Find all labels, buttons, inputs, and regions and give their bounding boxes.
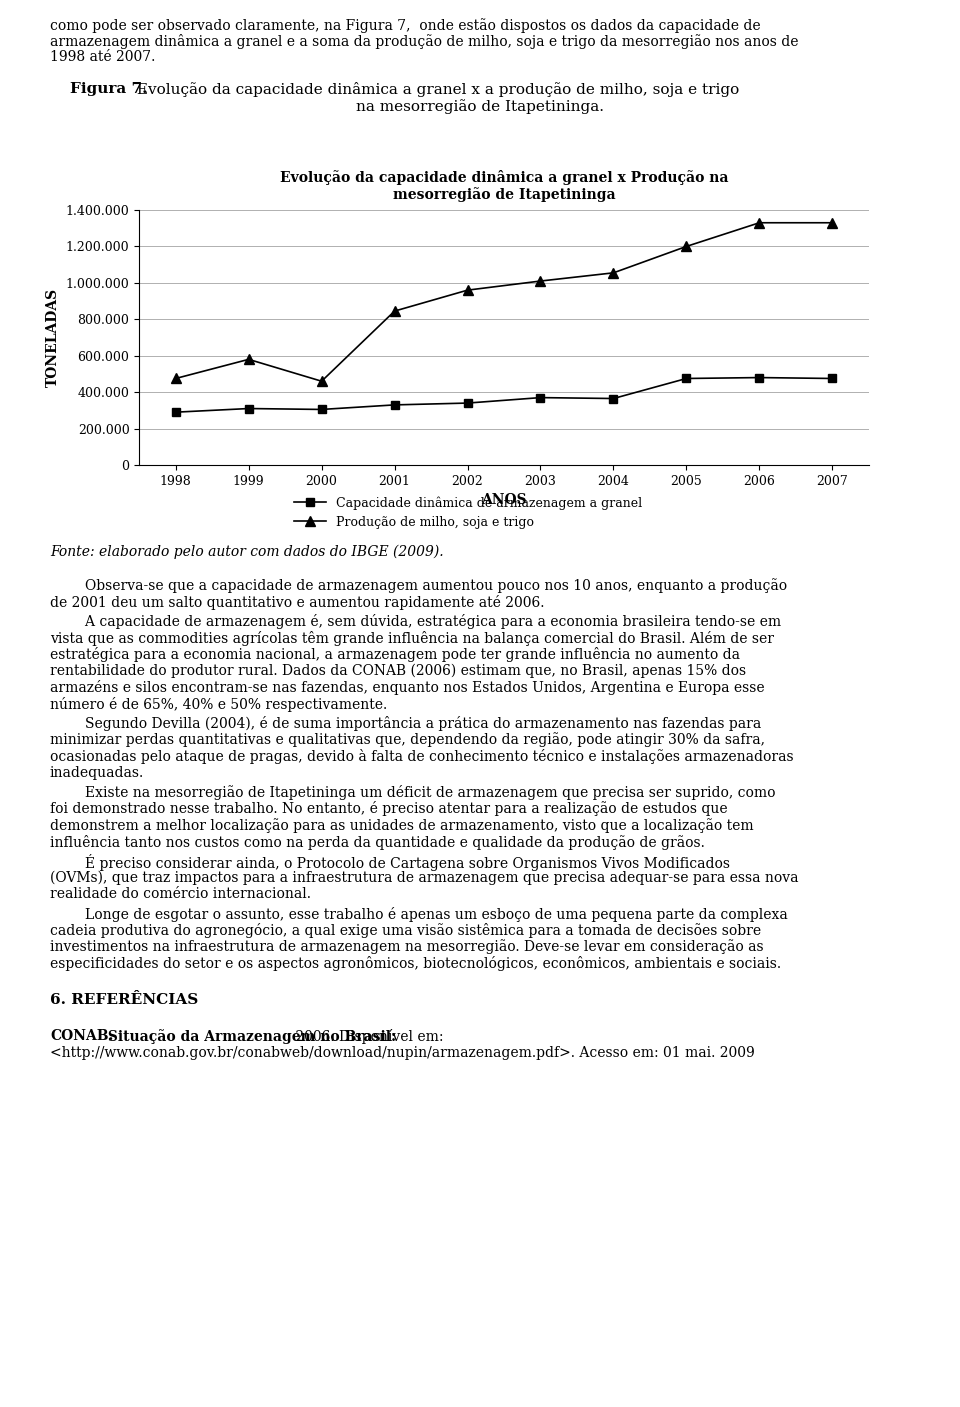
Text: Segundo Devilla (2004), é de suma importância a prática do armazenamento nas faz: Segundo Devilla (2004), é de suma import… [50, 716, 761, 732]
Text: <http://www.conab.gov.br/conabweb/download/nupin/armazenagem.pdf>. Acesso em: 01: <http://www.conab.gov.br/conabweb/downlo… [50, 1045, 755, 1059]
Text: na mesorregião de Itapetininga.: na mesorregião de Itapetininga. [356, 98, 604, 114]
Text: rentabilidade do produtor rural. Dados da CONAB (2006) estimam que, no Brasil, a: rentabilidade do produtor rural. Dados d… [50, 664, 746, 678]
Text: inadequadas.: inadequadas. [50, 765, 144, 779]
Text: estratégica para a economia nacional, a armazenagem pode ter grande influência n: estratégica para a economia nacional, a … [50, 647, 740, 663]
Text: número é de 65%, 40% e 50% respectivamente.: número é de 65%, 40% e 50% respectivamen… [50, 696, 387, 712]
Text: Evolução da capacidade dinâmica a granel x a produção de milho, soja e trigo: Evolução da capacidade dinâmica a granel… [132, 82, 739, 97]
Text: Fonte: elaborado pelo autor com dados do IBGE (2009).: Fonte: elaborado pelo autor com dados do… [50, 545, 444, 560]
Text: 2006. Disponível em:: 2006. Disponível em: [291, 1030, 444, 1044]
Legend: Capacidade dinâmica de armazenagem a granel, Produção de milho, soja e trigo: Capacidade dinâmica de armazenagem a gra… [295, 497, 641, 529]
Y-axis label: TONELADAS: TONELADAS [46, 288, 60, 387]
Title: Evolução da capacidade dinâmica a granel x Produção na
mesorregião de Itapetinin: Evolução da capacidade dinâmica a granel… [279, 170, 729, 201]
Text: 1998 até 2007.: 1998 até 2007. [50, 51, 156, 63]
Text: armazéns e silos encontram-se nas fazendas, enquanto nos Estados Unidos, Argenti: armazéns e silos encontram-se nas fazend… [50, 680, 764, 695]
Text: Observa-se que a capacidade de armazenagem aumentou pouco nos 10 anos, enquanto : Observa-se que a capacidade de armazenag… [50, 578, 787, 592]
Text: como pode ser observado claramente, na Figura 7,  onde estão dispostos os dados : como pode ser observado claramente, na F… [50, 18, 760, 32]
Text: de 2001 deu um salto quantitativo e aumentou rapidamente até 2006.: de 2001 deu um salto quantitativo e aume… [50, 595, 544, 609]
Text: minimizar perdas quantitativas e qualitativas que, dependendo da região, pode at: minimizar perdas quantitativas e qualita… [50, 733, 765, 747]
Text: vista que as commodities agrícolas têm grande influência na balança comercial do: vista que as commodities agrícolas têm g… [50, 630, 774, 646]
Text: investimentos na infraestrutura de armazenagem na mesorregião. Deve-se levar em : investimentos na infraestrutura de armaz… [50, 940, 763, 954]
Text: 6. REFERÊNCIAS: 6. REFERÊNCIAS [50, 993, 198, 1007]
Text: cadeia produtiva do agronegócio, a qual exige uma visão sistêmica para a tomada : cadeia produtiva do agronegócio, a qual … [50, 923, 761, 938]
Text: foi demonstrado nesse trabalho. No entanto, é preciso atentar para a realização : foi demonstrado nesse trabalho. No entan… [50, 802, 728, 816]
Text: Figura 7.: Figura 7. [70, 82, 148, 96]
Text: Existe na mesorregião de Itapetininga um déficit de armazenagem que precisa ser : Existe na mesorregião de Itapetininga um… [50, 785, 776, 801]
Text: Situação da Armazenagem no Brasil:: Situação da Armazenagem no Brasil: [103, 1030, 396, 1044]
Text: influência tanto nos custos como na perda da quantidade e qualidade da produção : influência tanto nos custos como na perd… [50, 834, 705, 850]
Text: É preciso considerar ainda, o Protocolo de Cartagena sobre Organismos Vivos Modi: É preciso considerar ainda, o Protocolo … [50, 854, 730, 871]
Text: realidade do comércio internacional.: realidade do comércio internacional. [50, 886, 311, 900]
Text: (OVMs), que traz impactos para a infraestrutura de armazenagem que precisa adequ: (OVMs), que traz impactos para a infraes… [50, 871, 799, 885]
Text: demonstrem a melhor localização para as unidades de armazenamento, visto que a l: demonstrem a melhor localização para as … [50, 817, 754, 833]
X-axis label: ANOS: ANOS [481, 494, 527, 508]
Text: Longe de esgotar o assunto, esse trabalho é apenas um esboço de uma pequena part: Longe de esgotar o assunto, esse trabalh… [50, 906, 787, 922]
Text: ocasionadas pelo ataque de pragas, devido à falta de conhecimento técnico e inst: ocasionadas pelo ataque de pragas, devid… [50, 749, 794, 764]
Text: A capacidade de armazenagem é, sem dúvida, estratégica para a economia brasileir: A capacidade de armazenagem é, sem dúvid… [50, 613, 781, 629]
Text: especificidades do setor e os aspectos agronômicos, biotecnológicos, econômicos,: especificidades do setor e os aspectos a… [50, 955, 781, 971]
Text: armazenagem dinâmica a granel e a soma da produção de milho, soja e trigo da mes: armazenagem dinâmica a granel e a soma d… [50, 34, 799, 49]
Text: CONAB.: CONAB. [50, 1030, 113, 1044]
